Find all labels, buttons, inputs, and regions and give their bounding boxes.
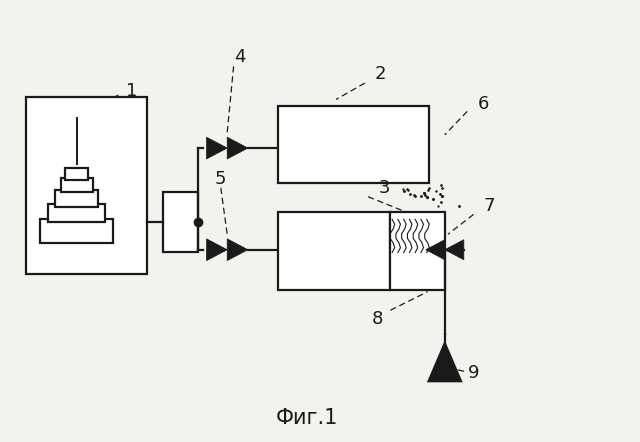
- Bar: [55, 190, 99, 207]
- Bar: [48, 204, 106, 222]
- Text: 3: 3: [378, 179, 390, 197]
- Polygon shape: [207, 137, 227, 159]
- Bar: [26, 97, 147, 274]
- Bar: [65, 168, 88, 180]
- Polygon shape: [207, 239, 227, 261]
- Text: 1: 1: [125, 82, 137, 99]
- Text: 8: 8: [372, 310, 383, 328]
- Polygon shape: [227, 239, 248, 261]
- Bar: [61, 178, 93, 192]
- Text: 7: 7: [484, 197, 495, 214]
- Polygon shape: [445, 240, 464, 260]
- Text: 2: 2: [375, 65, 387, 83]
- Bar: [390, 212, 445, 290]
- Text: 5: 5: [215, 170, 227, 188]
- Bar: [278, 212, 390, 290]
- Text: Фиг.1: Фиг.1: [276, 408, 339, 428]
- Bar: [40, 219, 113, 243]
- Polygon shape: [426, 240, 445, 260]
- Bar: [163, 192, 198, 252]
- Bar: [278, 106, 429, 183]
- Polygon shape: [427, 340, 463, 382]
- Text: 6: 6: [477, 95, 489, 113]
- Text: 9: 9: [468, 365, 479, 382]
- Polygon shape: [227, 137, 248, 159]
- Text: 4: 4: [234, 49, 246, 66]
